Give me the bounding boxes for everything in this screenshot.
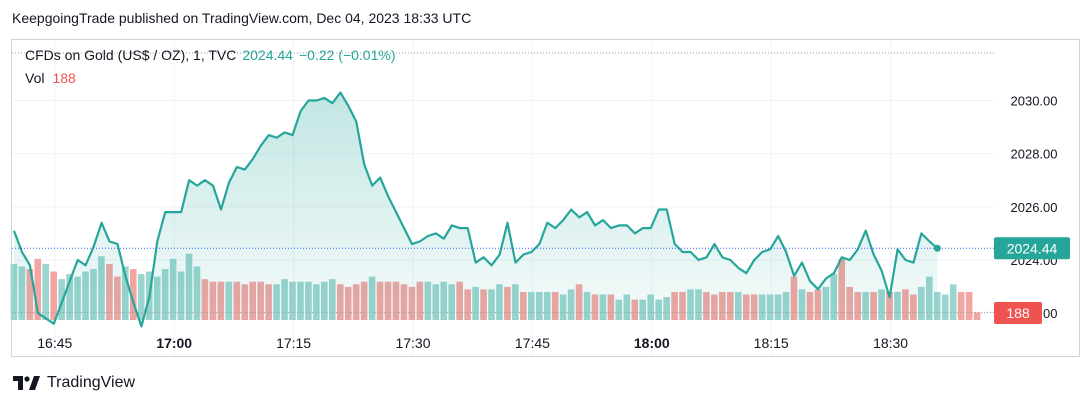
time-tick-label: 18:00 (634, 335, 670, 351)
volume-badge: 188 (994, 302, 1042, 324)
volume-bar (949, 284, 957, 320)
time-axis: 16:45 17:00 17:15 17:30 17:45 18:00 18:15 18:30 (37, 335, 908, 351)
last-price: 2024.44 (242, 47, 293, 63)
time-tick-label: 17:30 (395, 335, 430, 351)
price-badge-text: 2024.44 (1007, 240, 1058, 256)
tradingview-logo-icon (13, 376, 40, 390)
volume-bar (34, 258, 42, 320)
last-price-dot (933, 244, 941, 252)
time-tick-label: 16:45 (37, 335, 72, 351)
price-change: −0.22 (−0.01%) (298, 47, 396, 63)
symbol-label: CFDs on Gold (US$ / OZ), 1, TVC (25, 47, 237, 63)
volume-legend: Vol 188 (25, 70, 76, 86)
volume-badge-text: 188 (1006, 305, 1030, 321)
volume-bar (965, 291, 973, 320)
volume-bar (130, 269, 137, 320)
volume-label: Vol (25, 70, 45, 86)
volume-bar (58, 279, 65, 320)
chart-frame (11, 39, 1080, 357)
brand-name: TradingView (47, 374, 136, 391)
volume-value: 188 (52, 70, 76, 86)
price-area-fill (14, 92, 938, 327)
tradingview-logo[interactable]: TradingView (13, 374, 135, 392)
volume-bar (42, 263, 50, 320)
price-tick-label: 2030.00 (1011, 94, 1058, 109)
time-tick-label: 17:45 (515, 335, 550, 351)
time-tick-label: 18:15 (754, 335, 789, 351)
time-tick-label: 18:30 (873, 335, 908, 351)
volume-bar (10, 263, 18, 320)
volume-bar (973, 312, 981, 320)
time-tick-label: 17:15 (276, 335, 311, 351)
price-tick-label: 2026.00 (1011, 200, 1058, 215)
volume-bar (137, 274, 145, 320)
volume-bar (957, 291, 965, 320)
price-line (12, 91, 939, 328)
price-badge: 2024.44 (994, 237, 1070, 260)
volume-bar (50, 271, 57, 320)
series-legend: CFDs on Gold (US$ / OZ), 1, TVC 2024.44 −0… (25, 47, 395, 63)
publish-info: KeepgoingTrade published on TradingView.… (12, 10, 472, 26)
time-tick-label: 17:00 (156, 335, 192, 351)
price-tick-label: 2028.00 (1011, 147, 1058, 162)
volume-bar (941, 294, 949, 320)
